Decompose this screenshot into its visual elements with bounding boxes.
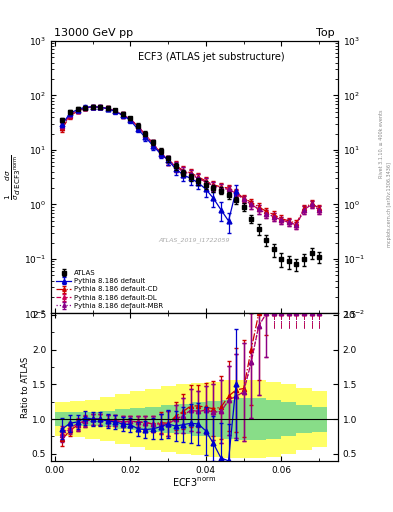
Legend: ATLAS, Pythia 8.186 default, Pythia 8.186 default-CD, Pythia 8.186 default-DL, P: ATLAS, Pythia 8.186 default, Pythia 8.18… [55, 269, 165, 310]
Text: mcplots.cern.ch [arXiv:1306.3436]: mcplots.cern.ch [arXiv:1306.3436] [387, 162, 391, 247]
Text: Rivet 3.1.10, ≥ 400k events: Rivet 3.1.10, ≥ 400k events [379, 109, 384, 178]
Text: Top: Top [316, 28, 335, 38]
Y-axis label: Ratio to ATLAS: Ratio to ATLAS [22, 356, 31, 418]
X-axis label: ECF3$^{\rm norm}$: ECF3$^{\rm norm}$ [173, 476, 217, 489]
Text: ECF3 (ATLAS jet substructure): ECF3 (ATLAS jet substructure) [138, 52, 285, 62]
Text: 13000 GeV pp: 13000 GeV pp [54, 28, 133, 38]
Text: ATLAS_2019_I1722059: ATLAS_2019_I1722059 [159, 237, 230, 243]
Y-axis label: $\frac{1}{\sigma}\frac{d\sigma}{d\,\mathrm{ECF3^{norm}}}$: $\frac{1}{\sigma}\frac{d\sigma}{d\,\math… [3, 154, 22, 200]
